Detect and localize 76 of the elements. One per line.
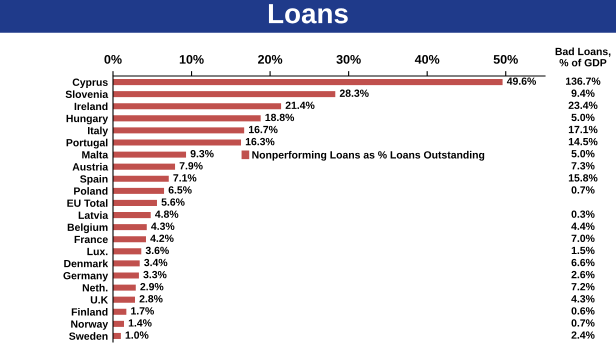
bar — [113, 308, 126, 315]
bar — [113, 224, 147, 230]
y-tick-label: Finland — [72, 308, 108, 316]
data-label: 5.6% — [161, 198, 185, 206]
y-tick-label: Latvia — [78, 211, 108, 219]
data-label: 7.9% — [180, 162, 203, 170]
bar — [113, 139, 242, 146]
x-tick-label: 10% — [180, 54, 204, 64]
y-tick-label: Austria — [72, 162, 108, 171]
legend-label: Nonperforming Loans as % Loans Outstanding — [252, 150, 484, 161]
bar — [113, 248, 142, 254]
text: Bad Loans, % of GDP — [556, 48, 610, 66]
data-label: 16.7% — [248, 126, 278, 134]
data-label: 21.4% — [286, 102, 315, 109]
bar — [113, 79, 503, 86]
bar — [113, 332, 121, 339]
y-tick-label: Belgium — [68, 223, 108, 234]
y-tick-label: France — [74, 236, 108, 244]
data-label: 2.8% — [140, 295, 163, 302]
data-label: 1.7% — [131, 307, 154, 315]
y-tick-label: Sweden — [69, 332, 108, 340]
data-label: 1.0% — [126, 331, 148, 339]
y-tick-label: Lux. — [87, 248, 108, 256]
data-label: 7.1% — [173, 174, 196, 182]
bar — [113, 212, 151, 218]
bar — [113, 152, 186, 158]
x-tick-label: 30% — [336, 54, 361, 64]
bar — [113, 284, 136, 291]
y-tick-label: Slovenia — [66, 90, 108, 98]
bar — [113, 188, 164, 194]
data-label: 28.3% — [340, 90, 369, 97]
data-label: 2.9% — [140, 283, 164, 290]
y-tick-label: Neth. — [82, 284, 108, 292]
bar — [113, 320, 124, 327]
y-tick-label: Norway — [71, 320, 108, 330]
y-tick-label: Portugal — [66, 138, 108, 148]
bar — [113, 127, 244, 134]
data-label: 4.8% — [155, 210, 178, 218]
y-tick-label: Spain — [80, 175, 108, 185]
data-label: 3.4% — [144, 258, 168, 266]
bar — [113, 260, 140, 266]
data-label: 16.3% — [246, 138, 274, 146]
data-label: 18.8% — [265, 114, 294, 122]
x-tick-label: 40% — [414, 54, 440, 64]
chart-title: Loans — [268, 4, 348, 24]
y-tick-label: Denmark — [64, 260, 108, 268]
data-label: 4.3% — [151, 222, 174, 230]
y-tick-label: Italy — [88, 126, 108, 136]
y-tick-label: EU Total — [67, 199, 108, 207]
bar — [113, 200, 157, 206]
bar — [113, 115, 261, 122]
y-tick-label: Ireland — [74, 102, 108, 110]
x-tick-label: 20% — [258, 54, 282, 64]
y-tick-label: U.K — [90, 296, 108, 304]
x-tick-label: 50% — [494, 54, 518, 64]
bar — [113, 164, 176, 170]
y-tick-label: Cyprus — [72, 78, 108, 88]
bar — [113, 91, 336, 98]
y-tick-label: Malta — [82, 150, 108, 158]
data-label: 6.5% — [168, 186, 192, 194]
y-tick-label: Germany — [63, 272, 108, 282]
data-label: 1.4% — [128, 319, 152, 327]
data-label: 9.3% — [190, 150, 214, 158]
bar — [113, 272, 139, 279]
bar — [113, 296, 135, 303]
bar — [113, 103, 282, 110]
text: 136.7% 9.4% 23.4% 5.0% 17.1% 14.5% 5.0% 7.3% 15.8% 0.7% 0.3% 4.4% 7.0% 1.5% 6.6% 2.6% 7.2% 4.3% 0.6% 0.7% 2.4% — [566, 77, 600, 339]
data-label: 3.6% — [146, 246, 169, 254]
data-label: 49.6% — [506, 77, 536, 85]
data-label: 3.3% — [143, 270, 167, 278]
x-tick-label: 0% — [104, 54, 122, 64]
bar — [113, 176, 169, 182]
data-label: 4.2% — [150, 234, 174, 242]
bar — [113, 236, 146, 242]
y-tick-label: Hungary — [66, 114, 108, 124]
y-tick-label: Poland — [74, 187, 108, 195]
